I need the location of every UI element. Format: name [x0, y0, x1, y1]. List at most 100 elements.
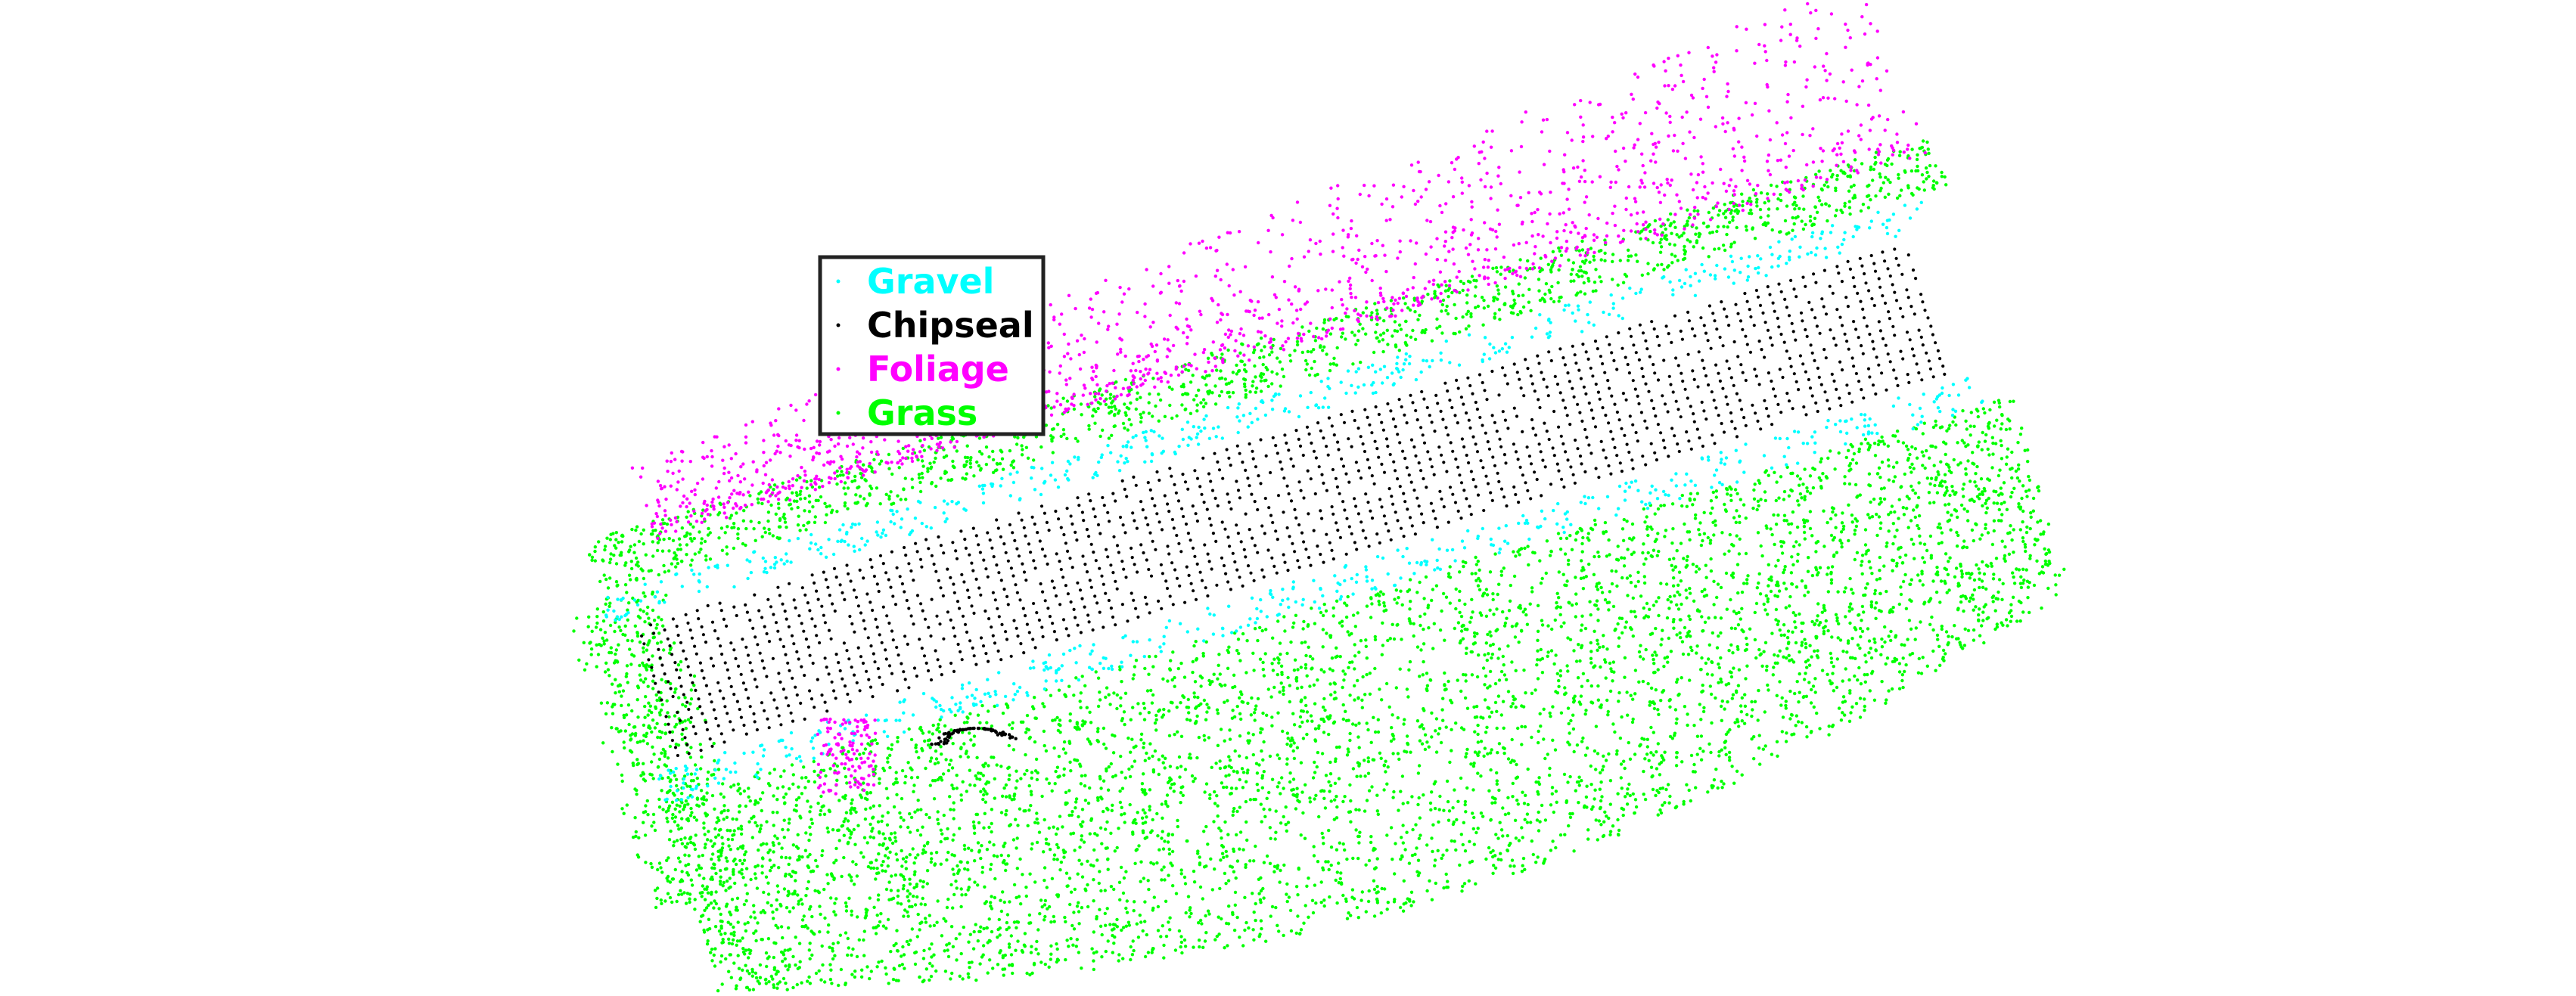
- grass-point: [1826, 590, 1830, 594]
- grass-point: [775, 836, 779, 840]
- grass-point: [1742, 630, 1745, 634]
- grass-point: [1348, 783, 1352, 787]
- grass-point: [1857, 613, 1860, 617]
- grass-point: [1766, 683, 1770, 687]
- grass-point: [1064, 790, 1068, 795]
- grass-point: [1947, 560, 1950, 563]
- grass-point: [1557, 678, 1561, 683]
- grass-point: [680, 801, 684, 805]
- grass-point: [1982, 641, 1986, 645]
- grass-point: [1798, 650, 1801, 654]
- grass-point: [1642, 616, 1646, 620]
- grass-point: [1015, 846, 1018, 850]
- grass-point: [1386, 765, 1390, 769]
- grass-point: [2040, 565, 2045, 569]
- grass-point: [1454, 721, 1458, 725]
- grass-point: [1328, 682, 1332, 686]
- grass-point: [928, 738, 932, 742]
- grass-point: [909, 766, 912, 770]
- grass-point: [998, 933, 1002, 937]
- grass-point: [900, 963, 905, 967]
- grass-point: [1419, 724, 1424, 728]
- grass-point: [1701, 538, 1704, 543]
- grass-point: [1638, 744, 1642, 748]
- grass-point: [707, 903, 710, 908]
- grass-point: [1241, 700, 1245, 704]
- grass-point: [1043, 914, 1047, 919]
- grass-point: [1544, 571, 1549, 576]
- grass-point: [1341, 685, 1344, 690]
- grass-point: [725, 902, 729, 906]
- grass-point: [1043, 918, 1046, 922]
- grass-point: [1833, 467, 1837, 471]
- grass-point: [1937, 473, 1941, 476]
- grass-point: [1983, 439, 1987, 443]
- grass-point: [2008, 399, 2012, 404]
- grass-point: [881, 832, 885, 836]
- grass-point: [1754, 656, 1758, 660]
- grass-point: [1212, 820, 1216, 824]
- grass-point: [1372, 887, 1377, 892]
- grass-point: [1566, 740, 1570, 744]
- grass-point: [1055, 842, 1059, 847]
- grass-point: [1637, 650, 1642, 654]
- grass-point: [1711, 506, 1714, 510]
- grass-point: [862, 954, 866, 957]
- grass-point: [931, 964, 934, 968]
- grass-point: [900, 849, 903, 853]
- grass-point: [906, 889, 910, 893]
- grass-point: [1954, 509, 1959, 513]
- grass-point: [1996, 493, 2001, 497]
- grass-point: [1176, 818, 1179, 823]
- grass-point: [2000, 539, 2004, 543]
- grass-point: [1959, 503, 1964, 507]
- grass-point: [1096, 799, 1100, 802]
- grass-point: [1847, 678, 1851, 682]
- grass-point: [1440, 609, 1443, 613]
- grass-point: [1270, 904, 1275, 909]
- grass-point: [1102, 726, 1106, 731]
- grass-point: [1150, 701, 1154, 705]
- grass-point: [1141, 830, 1145, 835]
- grass-point: [743, 952, 747, 956]
- grass-point: [1145, 751, 1148, 756]
- grass-point: [1934, 445, 1937, 449]
- grass-point: [1987, 496, 1990, 501]
- grass-point: [1223, 871, 1227, 876]
- grass-point: [1419, 833, 1422, 837]
- grass-point: [1168, 928, 1172, 932]
- grass-point: [1179, 701, 1182, 705]
- grass-point: [1379, 590, 1383, 594]
- grass-point: [1720, 680, 1723, 684]
- grass-point: [1425, 672, 1429, 675]
- grass-point: [1049, 944, 1053, 948]
- grass-point: [744, 929, 748, 933]
- grass-point: [1246, 768, 1250, 772]
- grass-point: [1827, 725, 1831, 728]
- grass-point: [2028, 478, 2032, 482]
- grass-point: [1167, 847, 1171, 852]
- grass-point: [1314, 793, 1318, 798]
- grass-point: [787, 862, 791, 867]
- grass-point: [1378, 751, 1382, 755]
- grass-point: [1649, 686, 1654, 690]
- grass-point: [763, 911, 767, 915]
- grass-point: [1011, 838, 1016, 842]
- grass-point: [1285, 757, 1289, 761]
- grass-point: [1262, 770, 1266, 774]
- grass-point: [973, 880, 977, 884]
- grass-point: [1157, 848, 1161, 852]
- grass-point: [1538, 559, 1542, 563]
- grass-point: [2027, 474, 2031, 479]
- grass-point: [716, 988, 720, 993]
- grass-point: [1803, 498, 1807, 501]
- grass-point: [683, 836, 687, 840]
- grass-point: [756, 864, 760, 867]
- grass-point: [1389, 826, 1394, 830]
- grass-point: [1913, 557, 1916, 560]
- grass-point: [767, 955, 771, 959]
- grass-point: [1733, 721, 1737, 725]
- grass-point: [1328, 634, 1333, 638]
- grass-point: [1835, 616, 1839, 620]
- grass-point: [1356, 696, 1360, 700]
